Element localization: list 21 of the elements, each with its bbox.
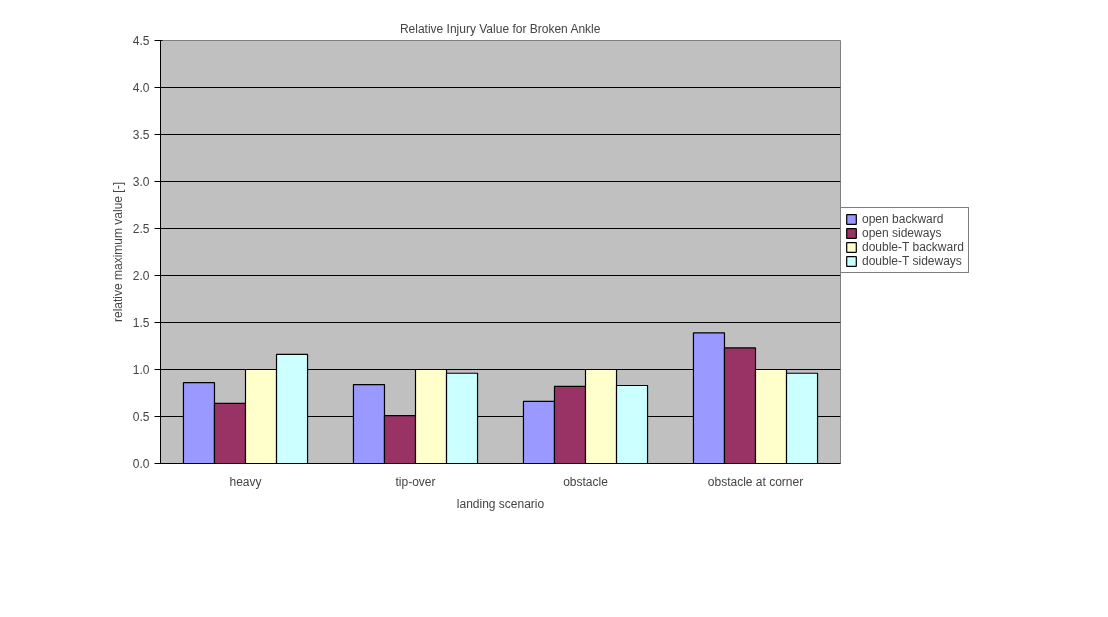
y-axis-title: relative maximum value [-] — [110, 181, 125, 323]
y-tick-label: 2.0 — [132, 269, 150, 283]
y-tick-label: 3.5 — [132, 128, 150, 142]
y-tick-label: 1.0 — [132, 363, 150, 377]
chart-title: Relative Injury Value for Broken Ankle — [399, 21, 601, 36]
y-tick-label: 0.0 — [132, 457, 150, 471]
x-tick-label: obstacle at corner — [707, 474, 804, 489]
x-axis-title: landing scenario — [456, 496, 545, 511]
legend-label: double-T sideways — [862, 254, 962, 268]
x-tick-label: tip-over — [395, 474, 436, 489]
y-tick-label: 0.5 — [132, 410, 150, 424]
legend-label: double-T backward — [862, 240, 964, 254]
y-tick-label: 2.5 — [132, 222, 150, 236]
y-tick-label: 4.5 — [132, 34, 150, 48]
legend-label: open backward — [862, 212, 944, 226]
y-tick-label: 1.5 — [132, 316, 150, 330]
y-tick-label: 3.0 — [132, 175, 150, 189]
x-tick-label: heavy — [229, 474, 262, 489]
legend-label: open sideways — [862, 226, 942, 240]
y-tick-label: 4.0 — [132, 81, 150, 95]
x-tick-label: obstacle — [563, 474, 609, 489]
